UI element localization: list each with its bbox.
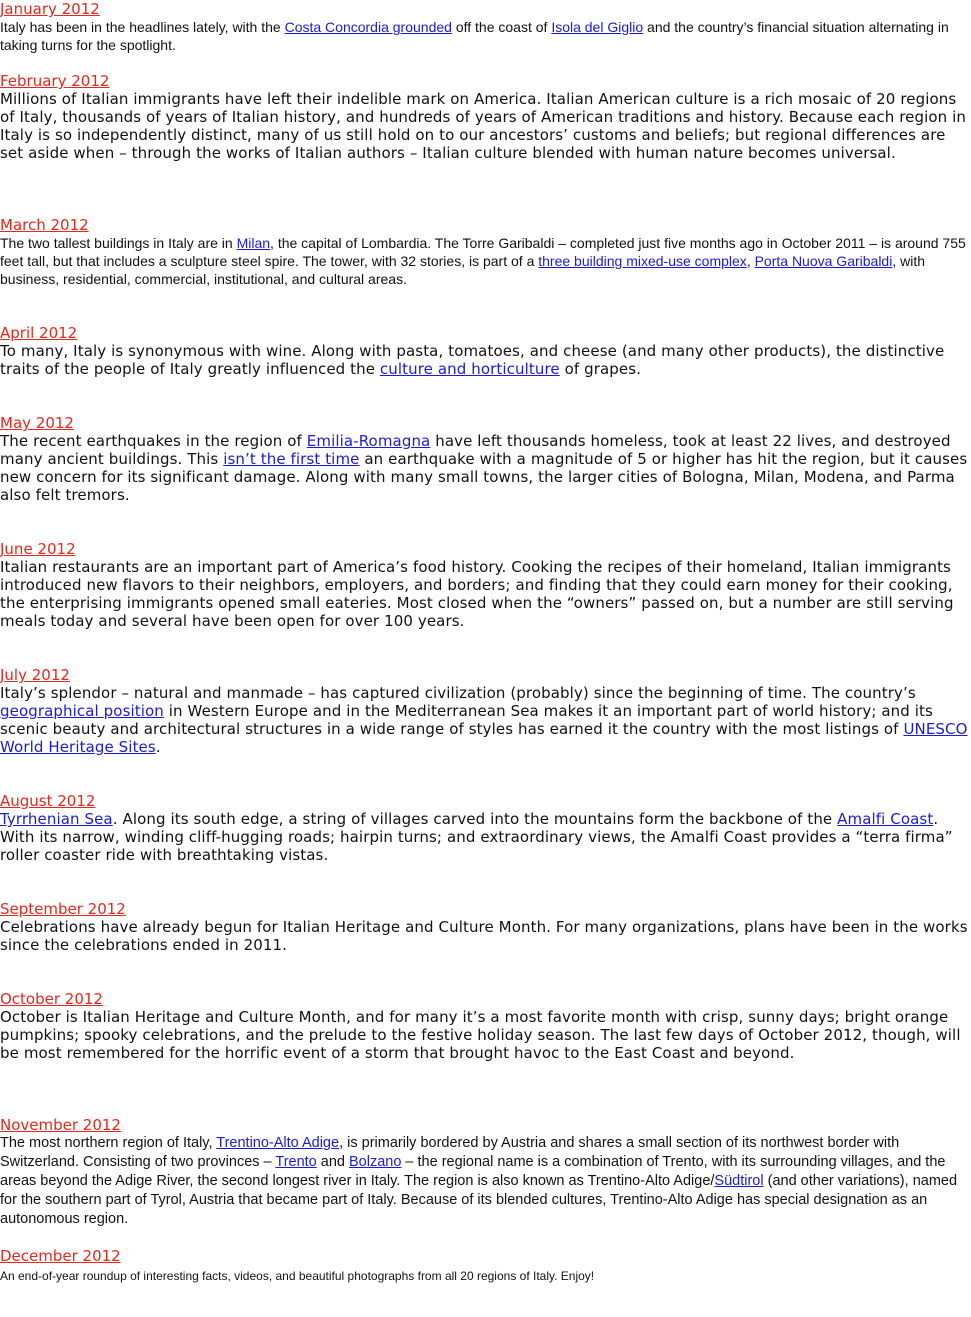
- entry-text: The most northern region of Italy, Trent…: [0, 1134, 971, 1229]
- entry-august-2012: August 2012 Tyrrhenian Sea. Along its so…: [0, 792, 971, 864]
- month-link-october[interactable]: October 2012: [0, 990, 103, 1008]
- entry-text: The recent earthquakes in the region of …: [0, 432, 971, 504]
- inline-link[interactable]: Amalfi Coast: [837, 810, 934, 828]
- entry-february-2012: February 2012 Millions of Italian immigr…: [0, 72, 971, 162]
- inline-link[interactable]: Bolzano: [349, 1154, 402, 1170]
- month-link-april[interactable]: April 2012: [0, 324, 78, 342]
- text-run: an earthquake with a magnitude of 5 or h…: [0, 450, 968, 504]
- entry-november-2012: November 2012 The most northern region o…: [0, 1116, 971, 1229]
- entry-text: Italy has been in the headlines lately, …: [0, 18, 971, 54]
- text-run: and the country’s financial situation al…: [0, 19, 949, 53]
- entry-december-2012: December 2012 An end-of-year roundup of …: [0, 1247, 971, 1284]
- text-run: The recent earthquakes in the region of: [0, 432, 307, 450]
- inline-link[interactable]: Costa Concordia grounded: [284, 19, 452, 35]
- month-link-july[interactable]: July 2012: [0, 666, 70, 684]
- text-run: Italy’s splendor – natural and manmade –…: [0, 684, 916, 702]
- entry-april-2012: April 2012 To many, Italy is synonymous …: [0, 324, 971, 378]
- text-run: To many, Italy is synonymous with wine. …: [0, 342, 945, 378]
- inline-link[interactable]: Isola del Giglio: [551, 19, 644, 35]
- entry-text: Italian restaurants are an important par…: [0, 558, 971, 630]
- month-link-february[interactable]: February 2012: [0, 72, 110, 90]
- entry-october-2012: October 2012 October is Italian Heritage…: [0, 990, 971, 1062]
- text-run: . Along its south edge, a string of vill…: [112, 810, 838, 828]
- entry-text: October is Italian Heritage and Culture …: [0, 1008, 971, 1062]
- entry-text: Tyrrhenian Sea. Along its south edge, a …: [0, 810, 971, 864]
- text-run: of grapes.: [559, 360, 642, 378]
- text-run: in Western Europe and in the Mediterrane…: [0, 702, 933, 738]
- inline-link[interactable]: culture and horticulture: [379, 360, 560, 378]
- inline-link[interactable]: Milan: [236, 235, 271, 251]
- entry-july-2012: July 2012 Italy’s splendor – natural and…: [0, 666, 971, 756]
- entry-june-2012: June 2012 Italian restaurants are an imp…: [0, 540, 971, 630]
- month-link-august[interactable]: August 2012: [0, 792, 96, 810]
- entry-text: Celebrations have already begun for Ital…: [0, 918, 971, 954]
- text-run: Italian restaurants are an important par…: [0, 558, 954, 630]
- month-link-may[interactable]: May 2012: [0, 414, 74, 432]
- inline-link[interactable]: Emilia-Romagna: [306, 432, 431, 450]
- text-run: , is primarily bordered by Austria and s…: [0, 1135, 900, 1170]
- text-run: . With its narrow, winding cliff-hugging…: [0, 810, 953, 864]
- inline-link[interactable]: Tyrrhenian Sea: [0, 810, 113, 828]
- month-link-november[interactable]: November 2012: [0, 1116, 121, 1134]
- entry-march-2012: March 2012 The two tallest buildings in …: [0, 216, 971, 288]
- inline-link[interactable]: Trento: [275, 1154, 317, 1170]
- text-run: , the capital of Lombardia. The Torre Ga…: [0, 235, 966, 269]
- text-run: October is Italian Heritage and Culture …: [0, 1008, 961, 1062]
- inline-link[interactable]: Südtirol: [714, 1173, 764, 1189]
- text-run: ,: [746, 253, 755, 269]
- text-run: The most northern region of Italy,: [0, 1135, 217, 1151]
- entry-text: To many, Italy is synonymous with wine. …: [0, 342, 971, 378]
- text-run: The two tallest buildings in Italy are i…: [0, 235, 237, 251]
- entry-text: Italy’s splendor – natural and manmade –…: [0, 684, 971, 756]
- inline-link[interactable]: geographical position: [0, 702, 164, 720]
- text-run: .: [155, 738, 161, 756]
- entry-january-2012: January 2012 Italy has been in the headl…: [0, 0, 971, 54]
- text-run: Celebrations have already begun for Ital…: [0, 918, 968, 954]
- text-run: have left thousands homeless, took at le…: [0, 432, 951, 468]
- entry-september-2012: September 2012 Celebrations have already…: [0, 900, 971, 954]
- text-run: – the regional name is a combination of …: [0, 1154, 946, 1189]
- text-run: (and other variations), named for the so…: [0, 1173, 958, 1227]
- month-link-june[interactable]: June 2012: [0, 540, 76, 558]
- text-run: Italy has been in the headlines lately, …: [0, 19, 285, 35]
- entry-text: An end-of-year roundup of interesting fa…: [0, 1268, 971, 1284]
- inline-link[interactable]: Trentino-Alto Adige: [216, 1135, 340, 1151]
- month-link-december[interactable]: December 2012: [0, 1247, 121, 1265]
- inline-link[interactable]: isn’t the first time: [223, 450, 360, 468]
- entry-text: Millions of Italian immigrants have left…: [0, 90, 971, 162]
- entry-may-2012: May 2012 The recent earthquakes in the r…: [0, 414, 971, 504]
- entry-text: The two tallest buildings in Italy are i…: [0, 234, 971, 288]
- month-link-january[interactable]: January 2012: [0, 0, 100, 18]
- text-run: , with business, residential, commercial…: [0, 253, 926, 287]
- month-link-march[interactable]: March 2012: [0, 216, 89, 234]
- text-run: An end-of-year roundup of interesting fa…: [0, 1269, 595, 1283]
- inline-link[interactable]: UNESCO World Heritage Sites: [0, 720, 968, 756]
- inline-link[interactable]: Porta Nuova Garibaldi: [754, 253, 893, 269]
- month-link-september[interactable]: September 2012: [0, 900, 126, 918]
- text-run: Millions of Italian immigrants have left…: [0, 90, 966, 162]
- text-run: off the coast of: [451, 19, 552, 35]
- text-run: and: [316, 1154, 349, 1170]
- inline-link[interactable]: three building mixed-use complex: [538, 253, 747, 269]
